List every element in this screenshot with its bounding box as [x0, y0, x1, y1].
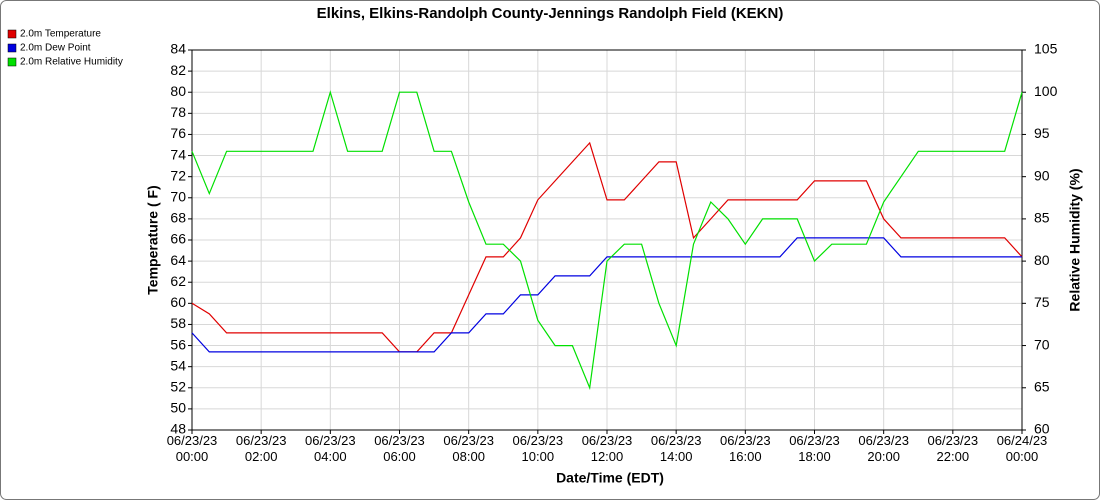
x-axis-title: Date/Time (EDT) [556, 470, 664, 486]
y-tick-label: 48 [170, 421, 186, 437]
y2-axis-title: Relative Humidity (%) [1067, 168, 1083, 311]
y-tick-label: 78 [170, 104, 186, 120]
y-tick-label: 80 [170, 83, 186, 99]
y2-tick-label: 65 [1034, 378, 1050, 394]
y-tick-label: 58 [170, 315, 186, 331]
y-tick-label: 70 [170, 188, 186, 204]
y2-tick-label: 90 [1034, 167, 1050, 183]
x-tick-label: 06/23/23 04:00 [305, 433, 356, 464]
x-tick-label: 06/24/23 00:00 [997, 433, 1048, 464]
series-line [191, 237, 1022, 353]
legend-swatch [7, 57, 17, 67]
x-tick-label: 06/23/23 12:00 [582, 433, 633, 464]
legend-label: 2.0m Dew Point [20, 43, 91, 54]
y-tick-label: 54 [170, 357, 186, 373]
y-tick-label: 68 [170, 210, 186, 226]
y-tick-label: 56 [170, 336, 186, 352]
y-tick-label: 62 [170, 273, 186, 289]
y2-tick-label: 100 [1034, 83, 1058, 99]
y2-tick-label: 70 [1034, 336, 1050, 352]
legend-swatch [7, 29, 17, 39]
y-tick-label: 74 [170, 146, 186, 162]
y-tick-label: 72 [170, 167, 186, 183]
plot-frame [191, 49, 1023, 431]
legend-label: 2.0m Relative Humidity [20, 57, 123, 68]
y-tick-label: 52 [170, 378, 186, 394]
y-tick-label: 60 [170, 294, 186, 310]
series-line [191, 90, 1023, 391]
y2-tick-label: 85 [1034, 210, 1050, 226]
y-tick-label: 64 [170, 252, 186, 268]
series-line [191, 141, 1023, 353]
y-axis-title: Temperature ( F) [145, 185, 161, 294]
y-tick-label: 84 [170, 41, 186, 57]
legend-swatch [7, 43, 17, 53]
y-tick-label: 66 [170, 231, 186, 247]
y2-tick-label: 75 [1034, 294, 1050, 310]
x-tick-label: 06/23/23 02:00 [236, 433, 287, 464]
y-tick-label: 82 [170, 62, 186, 78]
y2-tick-label: 80 [1034, 252, 1050, 268]
y2-tick-label: 95 [1034, 125, 1050, 141]
legend-label: 2.0m Temperature [20, 29, 101, 40]
x-tick-label: 06/23/23 20:00 [858, 433, 909, 464]
y-tick-label: 50 [170, 400, 186, 416]
x-tick-label: 06/23/23 22:00 [928, 433, 979, 464]
y-tick-label: 76 [170, 125, 186, 141]
x-tick-label: 06/23/23 00:00 [167, 433, 218, 464]
y2-tick-label: 60 [1034, 421, 1050, 437]
x-tick-label: 06/23/23 06:00 [374, 433, 425, 464]
chart-title: Elkins, Elkins-Randolph County-Jennings … [317, 5, 784, 22]
x-tick-label: 06/23/23 16:00 [720, 433, 771, 464]
x-tick-label: 06/23/23 08:00 [443, 433, 494, 464]
x-tick-label: 06/23/23 18:00 [789, 433, 840, 464]
y2-tick-label: 105 [1034, 41, 1058, 57]
x-tick-label: 06/23/23 14:00 [651, 433, 702, 464]
x-tick-label: 06/23/23 10:00 [513, 433, 564, 464]
